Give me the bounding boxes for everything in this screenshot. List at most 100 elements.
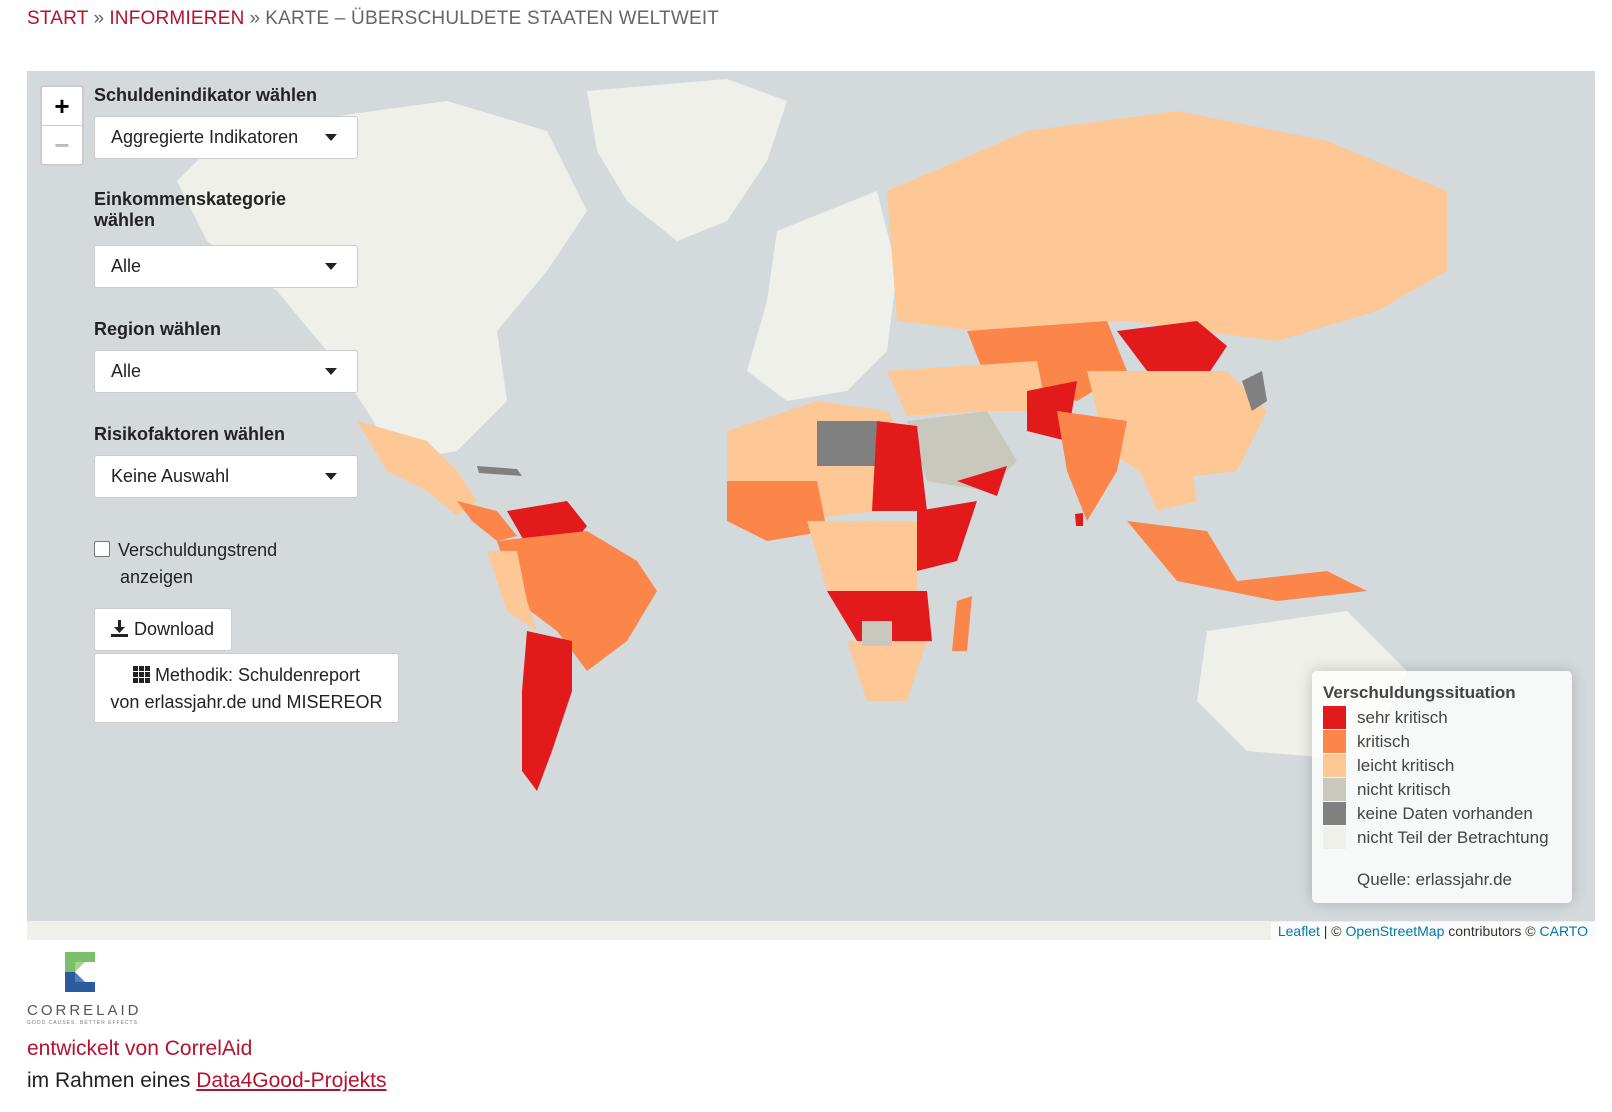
region-antarctica[interactable] [27,921,1595,940]
trend-label-line1: Verschuldungstrend [118,540,278,560]
legend-swatch [1323,778,1346,801]
indicator-select[interactable]: Aggregierte Indikatoren [94,116,358,159]
region-libya[interactable] [817,421,877,466]
region-botswana[interactable] [862,621,892,646]
trend-label-line2: anzeigen [120,567,194,587]
methodology-button[interactable]: Methodik: Schuldenreport von erlassjahr.… [94,653,399,723]
download-icon [111,620,128,637]
region-greenland[interactable] [587,79,787,241]
attribution-sep: | © [1323,923,1342,939]
legend: Verschuldungssituation sehr kritisch kri… [1312,671,1572,903]
region-south-africa[interactable] [847,641,927,701]
region-russia[interactable] [887,111,1447,341]
region-egypt-sudan[interactable] [872,421,927,511]
region-madagascar[interactable] [952,596,972,651]
legend-label: keine Daten vorhanden [1357,804,1533,823]
logo-tagline: GOOD CAUSES. BETTER EFFECTS. [27,1020,141,1026]
region-yemen[interactable] [957,466,1007,496]
legend-label: sehr kritisch [1357,708,1448,727]
region-china[interactable] [1087,371,1267,481]
region-select[interactable]: Alle [94,350,358,393]
legend-item-keine-daten: keine Daten vorhanden [1323,802,1533,826]
region-southern-africa-red[interactable] [827,591,932,641]
legend-item-kritisch: kritisch [1323,730,1410,754]
zoom-control: + − [40,85,84,166]
world-debt-map[interactable]: + − Schuldenindikator wählen Aggregierte… [27,71,1595,940]
legend-label: kritisch [1357,732,1410,751]
footer-context: im Rahmen eines Data4Good-Projekts [27,1069,387,1093]
region-india[interactable] [1057,411,1127,521]
legend-swatch [1323,826,1346,849]
region-central-africa[interactable] [807,521,917,601]
grid-icon [132,666,150,683]
caret-down-icon [325,368,337,375]
risk-label: Risikofaktoren wählen [94,424,286,444]
legend-swatch [1323,706,1346,729]
map-layer[interactable] [27,71,1595,940]
region-turkey-iran[interactable] [887,361,1047,416]
income-select-value: Alle [111,256,142,276]
legend-source: Quelle: erlassjahr.de [1357,870,1512,889]
region-mongolia[interactable] [1117,321,1227,376]
income-label: Einkommenskategorie wählen [94,189,286,231]
income-select[interactable]: Alle [94,245,358,288]
legend-item-nicht-betrachtet: nicht Teil der Betrachtung [1323,826,1549,850]
legend-label: nicht Teil der Betrachtung [1357,828,1549,847]
breadcrumb-current: KARTE – ÜBERSCHULDETE STAATEN WELTWEIT [265,8,720,29]
legend-swatch [1323,730,1346,753]
region-southeast-asia[interactable] [1127,441,1197,511]
region-mexico[interactable] [357,421,477,516]
breadcrumb-separator: » [93,8,105,29]
legend-label: nicht kritisch [1357,780,1451,799]
region-argentina[interactable] [522,631,572,791]
correlaid-logo [65,952,95,992]
region-middle-east[interactable] [907,411,1017,491]
developed-by-link[interactable]: entwickelt von CorrelAid [27,1037,253,1060]
risk-select-value: Keine Auswahl [111,466,230,486]
legend-item-leicht-kritisch: leicht kritisch [1323,754,1454,778]
region-andes[interactable] [487,551,537,631]
region-select-value: Alle [111,361,142,381]
caret-down-icon [325,263,337,270]
region-europe[interactable] [747,191,897,401]
footer-context-prefix: im Rahmen eines [27,1069,191,1092]
breadcrumb-informieren[interactable]: INFORMIEREN [109,8,245,29]
data4good-link[interactable]: Data4Good-Projekts [196,1069,387,1092]
legend-label: leicht kritisch [1357,756,1455,775]
leaflet-link[interactable]: Leaflet [1277,923,1320,939]
trend-checkbox[interactable] [94,541,110,557]
download-button[interactable]: Download [94,608,232,651]
methodology-line2: von erlassjahr.de und MISEREOR [110,692,383,712]
region-caribbean[interactable] [477,466,522,476]
logo-text: CORRELAID [27,1002,142,1019]
region-north-america[interactable] [177,101,587,461]
breadcrumb-start[interactable]: START [27,8,89,29]
indicator-label: Schuldenindikator wählen [94,85,318,105]
region-korea[interactable] [1242,371,1267,411]
caret-down-icon [325,134,337,141]
legend-item-sehr-kritisch: sehr kritisch [1323,706,1448,730]
methodology-line1: Methodik: Schuldenreport [154,665,361,685]
region-sri-lanka[interactable] [1075,513,1083,526]
region-indonesia[interactable] [1127,521,1367,601]
region-west-africa[interactable] [727,481,827,541]
zoom-in-button[interactable]: + [54,91,70,121]
caret-down-icon [325,473,337,480]
risk-select[interactable]: Keine Auswahl [94,455,358,498]
region-central-america[interactable] [457,501,517,541]
income-label-line1: Einkommenskategorie [94,189,287,209]
indicator-select-value: Aggregierte Indikatoren [111,127,299,147]
legend-title: Verschuldungssituation [1323,683,1516,702]
region-label: Region wählen [94,319,222,339]
attribution-contrib: contributors © [1448,923,1536,939]
legend-swatch [1323,754,1346,777]
legend-swatch [1323,802,1346,825]
zoom-out-button[interactable]: − [42,125,82,164]
osm-link[interactable]: OpenStreetMap [1345,923,1445,939]
region-horn-africa[interactable] [917,501,977,571]
region-south-america[interactable] [497,531,657,671]
trend-checkbox-row[interactable]: Verschuldungstrend anzeigen [94,537,277,591]
breadcrumb: START» INFORMIEREN» KARTE – ÜBERSCHULDETE … [27,8,719,30]
download-label: Download [134,619,215,639]
carto-link[interactable]: CARTO [1539,923,1589,939]
